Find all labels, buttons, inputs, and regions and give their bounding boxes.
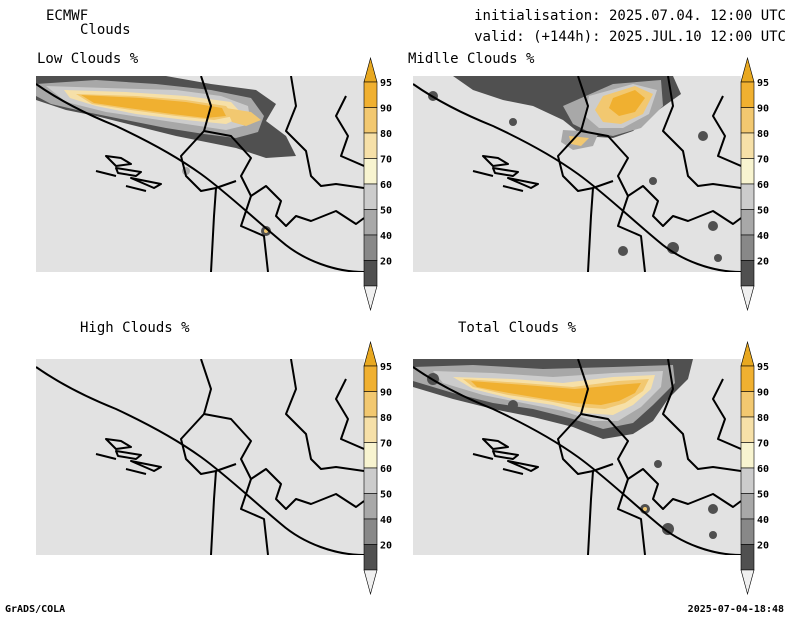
colorbar-segment bbox=[740, 544, 755, 571]
colorbar-level-label: 40 bbox=[757, 231, 769, 242]
borders-high bbox=[36, 359, 364, 555]
colorbar-top-arrow bbox=[363, 56, 378, 83]
colorbar-segment bbox=[740, 467, 755, 494]
colorbar-segment bbox=[740, 518, 755, 545]
colorbar-level-label: 95 bbox=[380, 362, 392, 373]
colorbar-segment bbox=[363, 234, 378, 261]
initialisation-time: initialisation: 2025.07.04. 12:00 UTC bbox=[474, 8, 786, 24]
cloud-field-middle bbox=[428, 76, 722, 262]
colorbar-level-label: 70 bbox=[757, 439, 769, 450]
parameter-name: Clouds bbox=[80, 22, 131, 38]
colorbar-high: 95 90 80 70 60 50 40 20 bbox=[363, 340, 392, 596]
colorbar-segment bbox=[363, 442, 378, 469]
borders-middle bbox=[413, 76, 741, 272]
colorbar-segment bbox=[740, 107, 755, 134]
panel-title-middle: Midlle Clouds % bbox=[408, 51, 535, 67]
colorbar-segment bbox=[740, 391, 755, 418]
colorbar-level-label: 40 bbox=[757, 515, 769, 526]
colorbar-bottom-arrow bbox=[363, 569, 378, 596]
panel-title-total: Total Clouds % bbox=[458, 320, 577, 336]
cloud-field-low bbox=[36, 76, 296, 236]
map-middle-clouds bbox=[413, 76, 741, 272]
colorbar-bottom-arrow bbox=[363, 285, 378, 312]
cloud-field-total bbox=[413, 359, 718, 539]
colorbar-level-label: 20 bbox=[380, 541, 392, 552]
colorbar-level-label: 40 bbox=[380, 231, 392, 242]
colorbar-segment bbox=[740, 260, 755, 287]
colorbar-segment bbox=[363, 132, 378, 159]
colorbar-segment bbox=[363, 544, 378, 571]
valid-time: valid: (+144h): 2025.JUL.10 12:00 UTC bbox=[474, 29, 786, 45]
colorbar-level-label: 20 bbox=[380, 257, 392, 268]
map-total-clouds bbox=[413, 359, 741, 555]
colorbar-segment bbox=[363, 467, 378, 494]
colorbar-level-label: 60 bbox=[757, 464, 769, 475]
model-name: ECMWF bbox=[46, 8, 89, 24]
colorbar-segment bbox=[363, 158, 378, 185]
colorbar-segment bbox=[740, 158, 755, 185]
colorbar-level-label: 95 bbox=[757, 78, 769, 89]
colorbar-segment bbox=[363, 493, 378, 520]
colorbar-level-label: 60 bbox=[380, 180, 392, 191]
colorbar-level-label: 95 bbox=[380, 78, 392, 89]
colorbar-segment bbox=[363, 183, 378, 210]
colorbar-level-label: 90 bbox=[380, 388, 392, 399]
colorbar-middle: 95 90 80 70 60 50 40 20 bbox=[740, 56, 769, 312]
colorbar-level-label: 70 bbox=[757, 155, 769, 166]
colorbar-level-label: 70 bbox=[380, 439, 392, 450]
map-high-clouds bbox=[36, 359, 364, 555]
colorbar-segment bbox=[740, 81, 755, 108]
colorbar-level-label: 60 bbox=[380, 464, 392, 475]
borders-total bbox=[413, 359, 741, 555]
colorbar-level-label: 90 bbox=[757, 388, 769, 399]
colorbar-total: 95 90 80 70 60 50 40 20 bbox=[740, 340, 769, 596]
footer-timestamp: 2025-07-04-18:48 bbox=[687, 604, 784, 615]
colorbar-level-label: 50 bbox=[380, 206, 392, 217]
colorbar-segment bbox=[363, 260, 378, 287]
colorbar-level-label: 40 bbox=[380, 515, 392, 526]
colorbar-top-arrow bbox=[363, 340, 378, 367]
colorbar-level-label: 90 bbox=[380, 104, 392, 115]
colorbar-level-label: 50 bbox=[380, 490, 392, 501]
colorbar-level-label: 80 bbox=[757, 129, 769, 140]
colorbar-level-label: 50 bbox=[757, 206, 769, 217]
colorbar-segment bbox=[363, 416, 378, 443]
colorbar-segment bbox=[363, 518, 378, 545]
colorbar-segment bbox=[740, 416, 755, 443]
colorbar-level-label: 80 bbox=[380, 129, 392, 140]
colorbar-segment bbox=[740, 209, 755, 236]
panel-title-high: High Clouds % bbox=[80, 320, 190, 336]
colorbar-level-label: 80 bbox=[757, 413, 769, 424]
colorbar-level-label: 80 bbox=[380, 413, 392, 424]
colorbar-low: 95 90 80 70 60 50 40 20 bbox=[363, 56, 392, 312]
colorbar-level-label: 60 bbox=[757, 180, 769, 191]
colorbar-top-arrow bbox=[740, 340, 755, 367]
colorbar-segment bbox=[740, 132, 755, 159]
map-low-clouds bbox=[36, 76, 364, 272]
panel-title-low: Low Clouds % bbox=[37, 51, 139, 67]
colorbar-level-label: 20 bbox=[757, 257, 769, 268]
colorbar-segment bbox=[363, 81, 378, 108]
colorbar-bottom-arrow bbox=[740, 285, 755, 312]
colorbar-level-label: 90 bbox=[757, 104, 769, 115]
colorbar-segment bbox=[740, 183, 755, 210]
colorbar-segment bbox=[740, 365, 755, 392]
colorbar-level-label: 95 bbox=[757, 362, 769, 373]
colorbar-segment bbox=[363, 209, 378, 236]
footer-software: GrADS/COLA bbox=[5, 604, 66, 615]
colorbar-segment bbox=[363, 391, 378, 418]
colorbar-segment bbox=[363, 365, 378, 392]
colorbar-segment bbox=[740, 234, 755, 261]
colorbar-segment bbox=[363, 107, 378, 134]
colorbar-bottom-arrow bbox=[740, 569, 755, 596]
colorbar-segment bbox=[740, 442, 755, 469]
colorbar-top-arrow bbox=[740, 56, 755, 83]
colorbar-segment bbox=[740, 493, 755, 520]
borders-low bbox=[36, 76, 364, 272]
colorbar-level-label: 20 bbox=[757, 541, 769, 552]
colorbar-level-label: 50 bbox=[757, 490, 769, 501]
colorbar-level-label: 70 bbox=[380, 155, 392, 166]
